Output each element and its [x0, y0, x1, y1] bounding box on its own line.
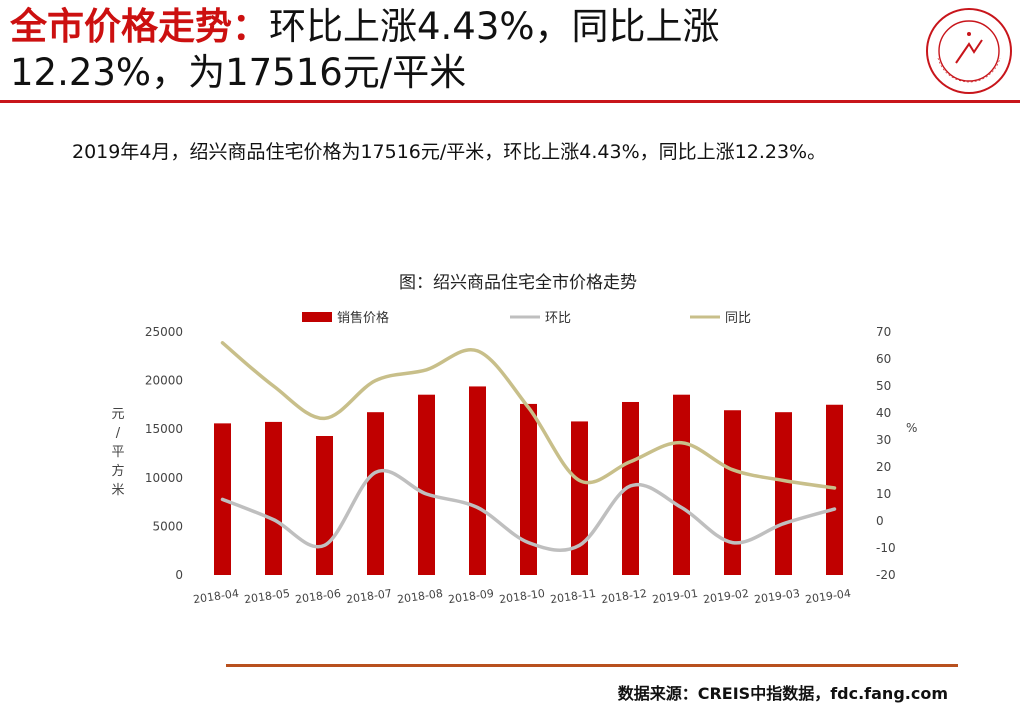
headline-highlight: 全市价格走势： [10, 5, 269, 48]
x-tick-label: 2019-03 [753, 587, 800, 606]
x-tick-label: 2018-04 [192, 587, 239, 606]
chart-legend: 销售价格 环比 同比 [302, 310, 751, 326]
header-divider [0, 100, 1020, 103]
yoy-line [220, 341, 837, 490]
y-tick-label: 10000 [145, 471, 183, 485]
y-axis-label-char: 平 [111, 445, 124, 460]
y-tick-label: 25000 [145, 325, 183, 339]
right-axis-label: % [906, 421, 917, 435]
y-right-tick-label: 0 [876, 514, 884, 528]
x-tick-label: 2018-06 [294, 587, 341, 606]
y-right-tick-label: 10 [876, 487, 891, 501]
data-source: 数据来源：CREIS中指数据，fdc.fang.com [617, 684, 948, 703]
headline-line2: 12.23%，为17516元/平米 [10, 51, 467, 94]
x-tick-label: 2018-10 [498, 587, 545, 606]
price-bar [367, 412, 384, 575]
legend-swatch-price [302, 312, 332, 322]
x-tick-label: 2018-07 [345, 587, 392, 606]
x-tick-label: 2018-08 [396, 587, 443, 606]
headline: 全市价格走势：环比上涨4.43%，同比上涨 12.23%，为17516元/平米 [10, 4, 890, 96]
x-tick-label: 2018-09 [447, 587, 494, 606]
y-tick-label: 20000 [145, 374, 183, 388]
y-right-tick-label: 70 [876, 325, 891, 339]
x-tick-label: 2019-02 [702, 587, 749, 606]
price-bar [775, 412, 792, 575]
price-bar [724, 410, 741, 575]
x-tick-label: 2018-05 [243, 587, 290, 606]
left-axis-label: 元 / 平方米 [111, 407, 124, 498]
y-right-tick-label: 30 [876, 433, 891, 447]
legend-label-yoy: 同比 [725, 311, 751, 326]
price-bar [316, 436, 333, 575]
price-bar [826, 404, 843, 575]
price-bar [469, 386, 486, 575]
price-bar [673, 394, 690, 575]
mom-line [220, 468, 837, 553]
y-tick-label: 0 [175, 568, 183, 582]
price-bar [571, 421, 588, 575]
y-right-tick-label: 20 [876, 460, 891, 474]
china-index-academy-seal-icon [926, 8, 1012, 94]
price-bar [520, 403, 537, 575]
y-tick-label: 15000 [145, 422, 183, 436]
y-right-tick-label: 40 [876, 406, 891, 420]
headline-line1: 环比上涨4.43%，同比上涨 [269, 5, 720, 48]
price-bar [622, 401, 639, 575]
summary-text: 2019年4月，绍兴商品住宅价格为17516元/平米，环比上涨4.43%，同比上… [72, 141, 827, 163]
legend-label-price: 销售价格 [337, 310, 389, 326]
x-tick-label: 2019-04 [804, 587, 851, 606]
y-right-tick-label: -10 [876, 541, 896, 555]
chart-title: 图：绍兴商品住宅全市价格走势 [399, 273, 637, 293]
price-bar [418, 394, 435, 575]
x-tick-label: 2018-11 [549, 587, 596, 606]
y-tick-label: 5000 [152, 519, 183, 533]
x-tick-label: 2019-01 [651, 587, 698, 606]
y-axis-label-char: 方 [111, 463, 124, 479]
y-right-tick-label: 50 [876, 379, 891, 393]
y-right-tick-label: 60 [876, 352, 891, 366]
y-axis-label-char: / [116, 426, 121, 441]
y-axis-label-char: 米 [111, 483, 124, 498]
legend-label-mom: 环比 [545, 311, 571, 326]
x-tick-label: 2018-12 [600, 587, 647, 606]
price-bar [265, 421, 282, 575]
y-axis-label-char: 元 [111, 407, 124, 422]
y-right-tick-label: -20 [876, 568, 896, 582]
footer-divider [226, 664, 958, 667]
